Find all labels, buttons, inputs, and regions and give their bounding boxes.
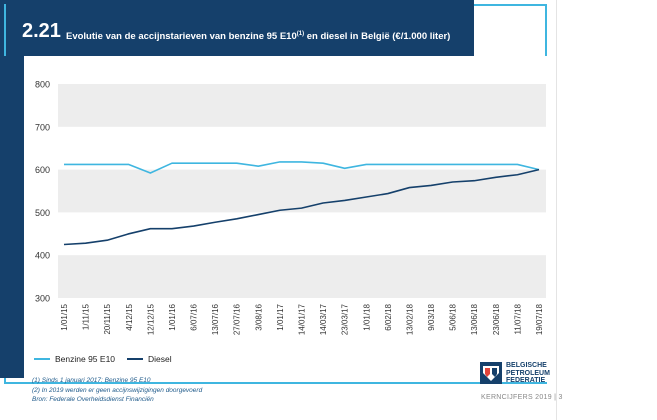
grid-band — [58, 169, 546, 213]
footnotes: (1) Sinds 1 januari 2017: Benzine 95 E10… — [32, 376, 202, 405]
x-tick-label: 1/01/18 — [362, 303, 371, 330]
grid-band — [58, 255, 546, 298]
logo-line-3: FEDERATIE — [506, 377, 546, 384]
x-tick-label: 14/01/17 — [298, 303, 307, 335]
x-tick-label: 9/03/18 — [427, 303, 436, 330]
footnote-2: (2) In 2019 werden er geen accijnswijzig… — [32, 386, 203, 394]
side-bar — [0, 56, 24, 378]
legend-item-benzine: Benzine 95 E10 — [34, 354, 115, 364]
page-divider — [556, 0, 557, 420]
series-line-diesel — [63, 168, 540, 246]
y-tick-label: 400 — [35, 251, 50, 261]
y-tick-label: 600 — [35, 165, 50, 175]
chart-title-main: Evolutie van de accijnstarieven van benz… — [66, 31, 297, 43]
legend-label-diesel: Diesel — [148, 354, 172, 364]
figure-number: 2.21 — [22, 20, 61, 42]
grid-band — [58, 84, 546, 127]
logo-line-2: PETROLEUM — [506, 369, 550, 377]
bpf-logo: BELGISCHE PETROLEUM FEDERATIE — [480, 362, 550, 385]
chart-title: Evolutie van de accijnstarieven van benz… — [66, 31, 450, 42]
x-tick-label: 5/06/18 — [449, 303, 458, 330]
header-banner: 2.21 Evolutie van de accijnstarieven van… — [0, 0, 474, 56]
x-tick-label: 4/12/15 — [125, 303, 134, 330]
x-tick-label: 13/06/18 — [470, 303, 479, 335]
x-tick-label: 13/02/18 — [405, 303, 414, 335]
y-tick-label: 500 — [35, 208, 50, 218]
x-tick-label: 6/07/16 — [190, 303, 199, 330]
logo-mark-icon — [480, 362, 502, 384]
chart-legend: Benzine 95 E10 Diesel — [34, 354, 184, 364]
x-tick-label: 1/11/15 — [82, 303, 91, 330]
x-tick-label: 13/07/16 — [211, 303, 220, 335]
x-tick-label: 19/07/18 — [535, 303, 544, 335]
legend-swatch-benzine — [34, 358, 50, 360]
x-tick-label: 23/03/17 — [341, 303, 350, 335]
x-tick-label: 11/07/18 — [513, 303, 522, 334]
y-tick-label: 800 — [35, 80, 50, 90]
legend-item-diesel: Diesel — [127, 354, 172, 364]
legend-swatch-diesel — [127, 358, 144, 360]
footnote-1: (1) Sinds 1 januari 2017: Benzine 95 E10 — [32, 377, 151, 384]
logo-line-1: BELGISCHE — [506, 362, 547, 369]
logo-text: BELGISCHE PETROLEUM FEDERATIE — [506, 362, 550, 385]
x-tick-label: 20/11/15 — [103, 303, 112, 334]
frame-top-line — [474, 4, 547, 6]
x-tick-label: 6/02/18 — [384, 303, 393, 330]
x-tick-label: 3/08/16 — [254, 303, 263, 330]
x-tick-label: 27/07/16 — [233, 303, 242, 335]
x-tick-label: 14/03/17 — [319, 303, 328, 335]
x-tick-label: 12/12/15 — [146, 303, 155, 335]
series-line-benzine — [64, 161, 540, 174]
y-tick-label: 300 — [35, 294, 50, 304]
legend-label-benzine: Benzine 95 E10 — [55, 354, 116, 364]
x-tick-label: 23/06/18 — [492, 303, 501, 335]
y-tick-label: 700 — [35, 122, 50, 132]
x-tick-label: 1/01/16 — [168, 303, 177, 330]
x-tick-label: 1/01/15 — [60, 303, 69, 330]
source-note: Bron: Federale Overheidsdienst Financiën — [32, 396, 154, 403]
x-tick-label: 1/01/17 — [276, 303, 285, 330]
frame-right-line — [545, 4, 547, 56]
footer-label: KERNCIJFERS 2019 | 3 — [481, 394, 563, 401]
chart-title-rest: en diesel in België (€/1.000 liter) — [304, 31, 451, 43]
chart-title-footnote-ref: (1) — [296, 31, 305, 37]
